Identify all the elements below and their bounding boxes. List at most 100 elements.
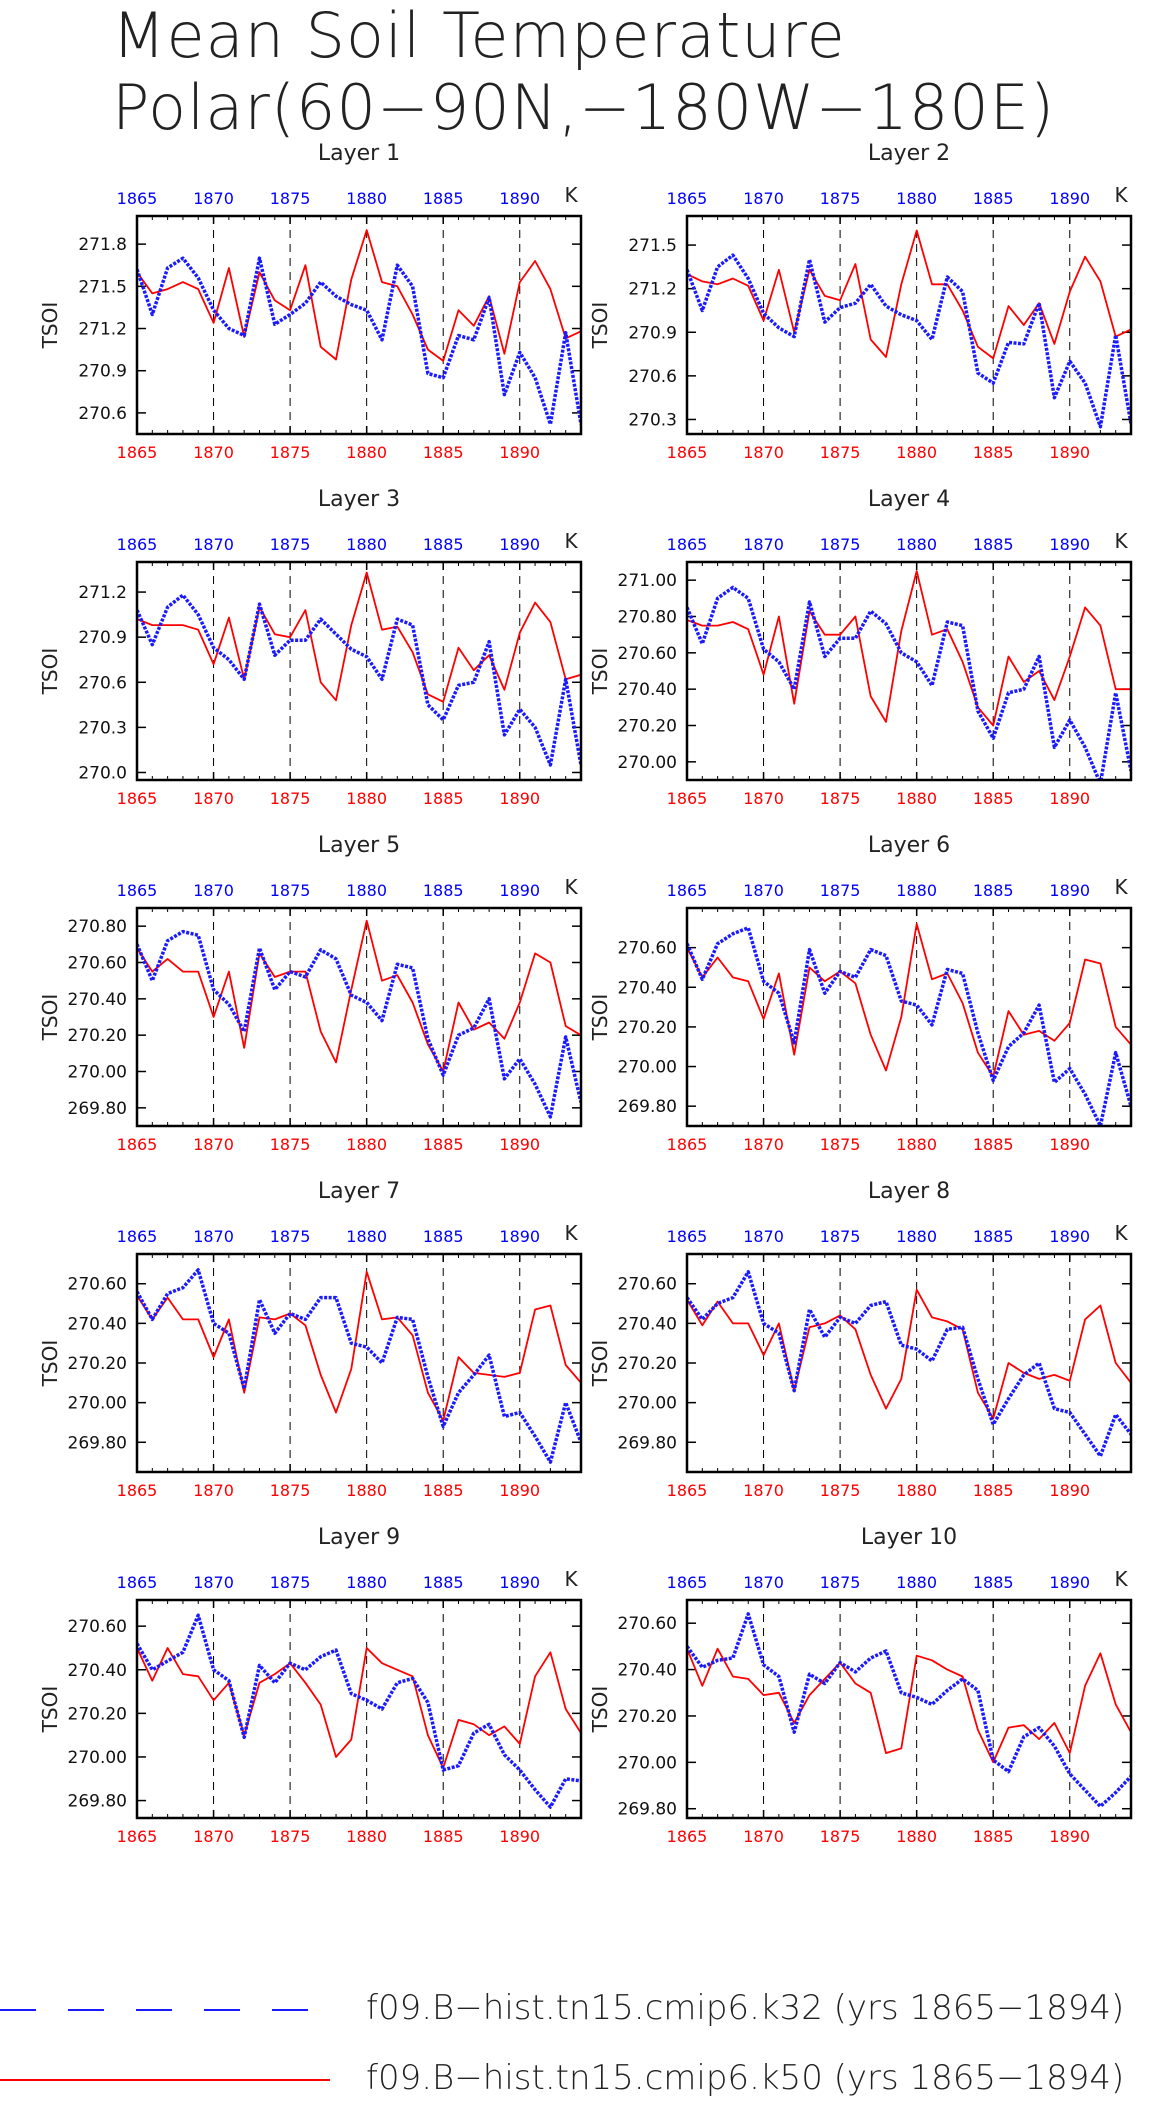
x-tick-label-bottom: 1870 <box>743 789 784 808</box>
x-tick-label-bottom: 1875 <box>270 789 311 808</box>
x-tick-label-top: 1870 <box>743 881 784 900</box>
x-tick-label-bottom: 1875 <box>820 1135 861 1154</box>
legend-label-k32: f09.B−hist.tn15.cmip6.k32 (yrs 1865−1894… <box>366 1988 1125 2028</box>
y-tick-label: 270.9 <box>628 323 677 343</box>
y-axis-label: TSOI <box>588 1686 612 1734</box>
x-tick-label-bottom: 1865 <box>117 1481 158 1500</box>
x-tick-label-bottom: 1865 <box>667 443 708 462</box>
x-tick-label-bottom: 1885 <box>973 443 1014 462</box>
x-tick-label-bottom: 1885 <box>423 1135 464 1154</box>
panel-title: Layer 3 <box>318 487 400 512</box>
panel-9: Layer 9 K TSOI 1865 1865 1870 1870 1875 1875 1880… <box>38 1525 583 1846</box>
panel-title: Layer 1 <box>318 141 400 166</box>
x-tick-label-bottom: 1875 <box>820 443 861 462</box>
y-tick-label: 270.60 <box>68 1275 127 1295</box>
y-tick-label: 270.00 <box>68 1748 127 1768</box>
y-tick-label: 270.40 <box>618 680 677 700</box>
x-tick-label-bottom: 1865 <box>667 789 708 808</box>
x-tick-label-top: 1880 <box>346 535 387 554</box>
x-tick-label-bottom: 1870 <box>193 789 234 808</box>
x-tick-label-top: 1875 <box>820 881 861 900</box>
legend-swatch-k32 <box>0 2009 330 2011</box>
x-tick-label-top: 1875 <box>270 535 311 554</box>
x-tick-label-top: 1870 <box>743 535 784 554</box>
x-tick-label-top: 1875 <box>820 189 861 208</box>
x-tick-label-bottom: 1890 <box>499 1827 540 1846</box>
y-tick-label: 271.2 <box>78 583 127 603</box>
x-tick-label-bottom: 1865 <box>117 1827 158 1846</box>
x-tick-label-top: 1870 <box>193 1227 234 1246</box>
x-tick-label-top: 1880 <box>346 881 387 900</box>
legend-item-k32: f09.B−hist.tn15.cmip6.k32 (yrs 1865−1894… <box>0 1980 1158 2040</box>
unit-label: K <box>1114 1567 1128 1591</box>
unit-label: K <box>1114 1221 1128 1245</box>
series-line-k50 <box>137 1647 581 1769</box>
panel-title: Layer 9 <box>318 1525 400 1550</box>
x-tick-label-bottom: 1880 <box>346 443 387 462</box>
x-tick-label-top: 1865 <box>117 1227 158 1246</box>
title-line-1: Mean Soil Temperature <box>112 0 846 72</box>
x-tick-label-top: 1885 <box>423 189 464 208</box>
y-tick-label: 270.00 <box>68 1394 127 1414</box>
y-tick-label: 270.40 <box>618 1661 677 1681</box>
y-tick-label: 270.60 <box>68 954 127 974</box>
y-tick-label: 270.20 <box>618 717 677 737</box>
x-tick-label-top: 1890 <box>499 1573 540 1592</box>
plot-frame <box>135 214 583 436</box>
y-tick-label: 270.20 <box>618 1354 677 1374</box>
x-tick-label-top: 1890 <box>1049 1227 1090 1246</box>
series-line-k50 <box>687 229 1131 360</box>
series-line-k50 <box>137 1270 581 1422</box>
x-tick-label-top: 1865 <box>667 1573 708 1592</box>
y-tick-label: 269.80 <box>68 1099 127 1119</box>
x-tick-label-bottom: 1870 <box>743 1481 784 1500</box>
legend-item-k50: f09.B−hist.tn15.cmip6.k50 (yrs 1865−1894… <box>0 2050 1158 2110</box>
series-line-k50 <box>137 229 581 362</box>
x-tick-label-top: 1890 <box>499 189 540 208</box>
x-tick-label-bottom: 1870 <box>743 1827 784 1846</box>
y-tick-label: 271.2 <box>628 280 677 300</box>
panel-10: Layer 10 K TSOI 1865 1865 1870 1870 1875 1875 188… <box>588 1525 1133 1846</box>
x-tick-label-bottom: 1890 <box>1049 1135 1090 1154</box>
y-tick-label: 270.80 <box>618 608 677 628</box>
series-line-k32 <box>687 926 1131 1126</box>
y-tick-label: 271.5 <box>78 277 127 297</box>
series-line-k32 <box>137 1268 581 1464</box>
x-tick-label-top: 1870 <box>743 1227 784 1246</box>
y-axis-label: TSOI <box>38 648 62 696</box>
unit-label: K <box>564 529 578 553</box>
panel-title: Layer 10 <box>861 1525 957 1550</box>
panel-5: Layer 5 K TSOI 1865 1865 1870 1870 1875 1875 1880… <box>38 833 583 1154</box>
x-tick-label-top: 1885 <box>973 1573 1014 1592</box>
x-tick-label-bottom: 1875 <box>820 789 861 808</box>
x-tick-label-top: 1865 <box>117 1573 158 1592</box>
x-tick-label-bottom: 1875 <box>270 1481 311 1500</box>
y-tick-label: 270.3 <box>628 410 677 430</box>
unit-label: K <box>564 875 578 899</box>
x-tick-label-bottom: 1885 <box>973 1827 1014 1846</box>
legend: f09.B−hist.tn15.cmip6.k32 (yrs 1865−1894… <box>0 1960 1158 2110</box>
y-tick-label: 271.2 <box>78 320 127 340</box>
x-tick-label-top: 1880 <box>346 1227 387 1246</box>
y-tick-label: 270.60 <box>68 1617 127 1637</box>
panel-4: Layer 4 K TSOI 1865 1865 1870 1870 1875 1875 1880… <box>588 487 1133 808</box>
x-tick-label-bottom: 1870 <box>743 1135 784 1154</box>
y-axis-label: TSOI <box>38 1340 62 1388</box>
y-tick-label: 270.00 <box>68 1063 127 1083</box>
y-axis-label: TSOI <box>588 1340 612 1388</box>
y-tick-label: 270.00 <box>618 753 677 773</box>
unit-label: K <box>564 1567 578 1591</box>
series-line-k32 <box>687 1612 1131 1809</box>
x-tick-label-top: 1880 <box>896 535 937 554</box>
x-tick-label-top: 1870 <box>743 1573 784 1592</box>
x-tick-label-bottom: 1890 <box>499 789 540 808</box>
unit-label: K <box>1114 529 1128 553</box>
unit-label: K <box>564 183 578 207</box>
plot-frame <box>135 906 583 1128</box>
y-tick-label: 269.80 <box>68 1433 127 1453</box>
x-tick-label-bottom: 1885 <box>973 1135 1014 1154</box>
series-line-k50 <box>687 1288 1131 1420</box>
x-tick-label-top: 1875 <box>820 1227 861 1246</box>
x-tick-label-top: 1875 <box>270 881 311 900</box>
x-tick-label-top: 1870 <box>193 189 234 208</box>
